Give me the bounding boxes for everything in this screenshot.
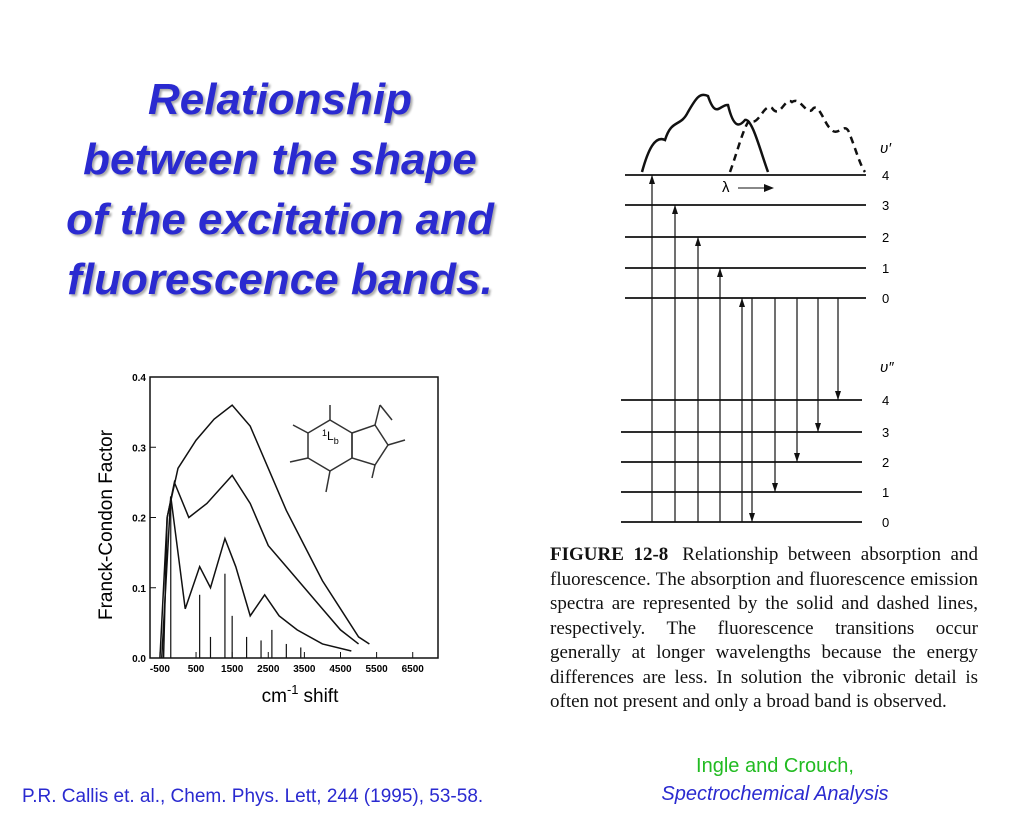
level-label: 3: [882, 198, 889, 213]
inset-sup: 1: [322, 428, 327, 438]
lower-label: υ″: [880, 359, 894, 376]
arrowhead: [649, 175, 655, 184]
level-label: 1: [882, 485, 889, 500]
y-tick-label: 0.2: [132, 514, 146, 525]
title-line: Relationship: [147, 75, 413, 124]
x-label-main: cm: [262, 686, 287, 707]
arrowhead: [772, 483, 778, 492]
title-line: of the excitation and: [66, 195, 494, 244]
y-tick-label: 0.3: [132, 443, 146, 454]
plot-frame: [149, 376, 439, 659]
arrowhead: [672, 205, 678, 214]
x-tick-label: -500: [150, 664, 170, 675]
source-left: P.R. Callis et. al., Chem. Phys. Lett, 2…: [22, 786, 484, 807]
source-authors: Ingle and Crouch,: [696, 755, 854, 777]
inset-label: 1Lb: [322, 428, 339, 446]
level-label: 2: [882, 455, 889, 470]
title: Relationship between the shape of the ex…: [40, 70, 520, 310]
level-label: 3: [882, 425, 889, 440]
inset-main: L: [327, 429, 334, 443]
arrowhead: [695, 237, 701, 246]
level-label: 0: [882, 291, 889, 306]
y-tick-label: 0.0: [132, 654, 146, 665]
arrowhead: [815, 423, 821, 432]
x-tick-label: 5500: [365, 664, 388, 675]
level-label: 4: [882, 393, 889, 408]
spectra: [640, 93, 867, 173]
level-label: 2: [882, 230, 889, 245]
upper-label: υ′: [880, 140, 892, 157]
caption-text: Relationship between absorption and fluo…: [550, 544, 978, 712]
lambda-arrowhead: [764, 184, 774, 192]
arrowhead: [835, 391, 841, 400]
arrowhead: [717, 268, 723, 277]
x-tick-label: 500: [188, 664, 205, 675]
y-axis-label: Franck-Condon Factor: [96, 429, 117, 620]
x-axis-label: cm-1 shift: [262, 682, 339, 707]
lambda-label: λ: [722, 179, 730, 196]
spectrum-line: [160, 496, 352, 659]
title-line: between the shape: [83, 135, 477, 184]
arrowhead: [739, 298, 745, 307]
x-tick-label: 1500: [221, 664, 244, 675]
x-label-sup: -1: [287, 682, 299, 697]
figure-number: FIGURE 12-8: [550, 544, 669, 565]
source-book: Spectrochemical Analysis: [661, 783, 889, 805]
arrowhead: [794, 453, 800, 462]
spectrum-line: [159, 474, 360, 659]
y-tick-label: 0.1: [132, 584, 146, 595]
x-tick-label: 4500: [329, 664, 352, 675]
y-tick-label: 0.4: [132, 373, 146, 384]
x-tick-label: 2500: [257, 664, 280, 675]
level-label: 0: [882, 515, 889, 530]
x-tick-label: 6500: [402, 664, 425, 675]
molecule: [289, 404, 406, 493]
level-label: 1: [882, 261, 889, 276]
caption: FIGURE 12-8 Relationship between absorpti…: [550, 543, 978, 715]
x-tick-label: 3500: [293, 664, 316, 675]
spectrum-line: [162, 404, 370, 659]
source-right: Ingle and Crouch, Spectrochemical Analys…: [600, 752, 950, 808]
x-label-rest: shift: [304, 686, 340, 707]
arrowhead: [749, 513, 755, 522]
level-label: 4: [882, 168, 889, 183]
inset-sub: b: [334, 436, 339, 446]
title-line: fluorescence bands.: [67, 255, 493, 304]
